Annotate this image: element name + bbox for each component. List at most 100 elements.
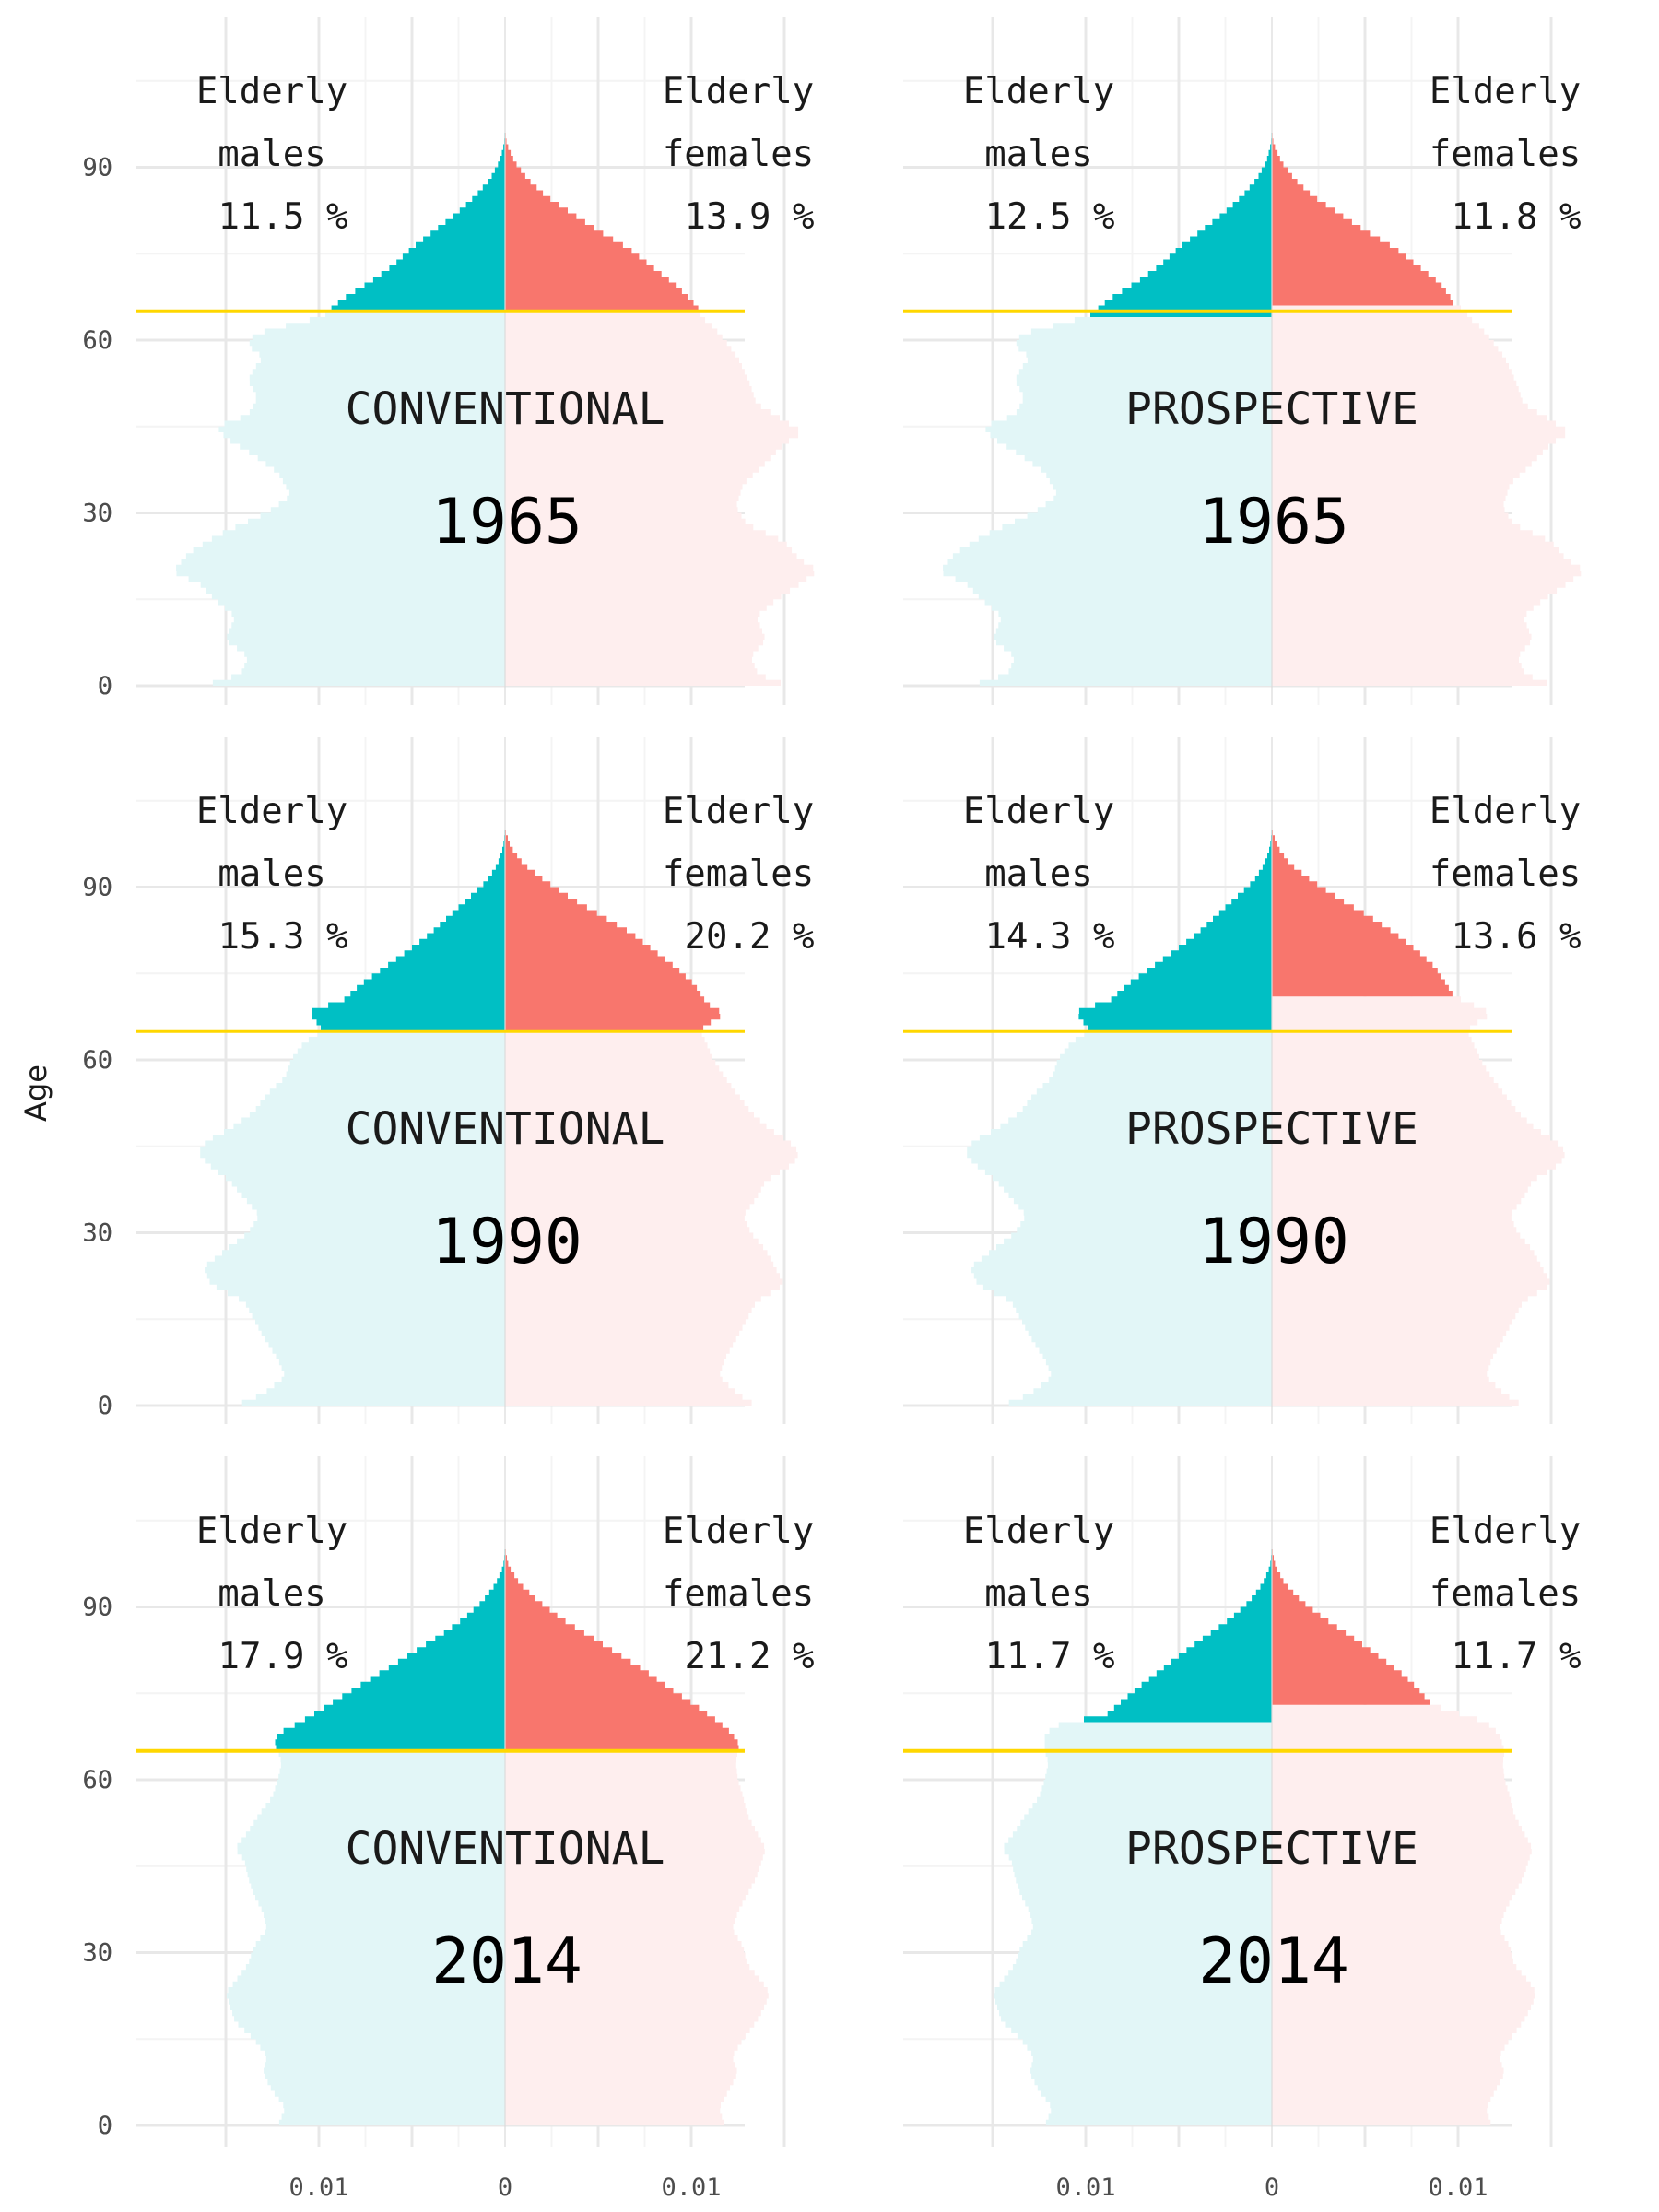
- elderly-males-heading: Elderly: [196, 71, 347, 112]
- elderly-males-heading: males: [984, 1573, 1092, 1615]
- y-tick-label: 0: [98, 1392, 112, 1420]
- elderly-females-heading: females: [1430, 853, 1581, 895]
- male-population-bars: [200, 1030, 505, 1406]
- female-population-bars: [505, 1030, 798, 1406]
- panel-prospective-2014: 0 30 60 90 Elderly males 11.7 % Elderly females 1…: [82, 1456, 1581, 2147]
- y-axis-label: Age: [18, 1065, 53, 1122]
- y-tick-label: 90: [82, 874, 112, 902]
- male-population-bars: [994, 1722, 1272, 2125]
- elderly-male-bars: [331, 87, 505, 312]
- year-label: 1965: [431, 486, 582, 559]
- x-tick-label: 0: [1265, 2173, 1279, 2202]
- elderly-males-heading: males: [218, 853, 325, 895]
- method-label: CONVENTIONAL: [346, 383, 665, 435]
- panel-conventional-1965: 0 30 60 90 Elderly males 11.5 % Elderly females 1…: [82, 17, 814, 705]
- method-label: PROSPECTIVE: [1125, 383, 1418, 435]
- y-tick-label: 60: [82, 326, 112, 355]
- y-tick-label: 90: [82, 154, 112, 182]
- panel-conventional-1990: 0 30 60 90 Elderly males 15.3 % Elderly females 2…: [82, 737, 814, 1424]
- elderly-females-heading: Elderly: [1430, 71, 1581, 112]
- elderly-males-heading: males: [218, 1573, 325, 1615]
- female-population-bars: [1272, 996, 1565, 1406]
- elderly-male-bars: [312, 783, 505, 1031]
- x-tick-label: 0.01: [1055, 2173, 1115, 2202]
- elderly-female-bars: [1272, 87, 1453, 306]
- elderly-males-heading: males: [218, 134, 325, 175]
- y-tick-label: 30: [82, 1219, 112, 1248]
- elderly-females-heading: females: [1430, 1573, 1581, 1615]
- elderly-males-percent: 11.7 %: [985, 1636, 1115, 1677]
- panel-grid: 0 30 60 90 Elderly males 11.5 % Elderly females 1…: [82, 17, 1581, 2202]
- elderly-males-percent: 17.9 %: [218, 1636, 348, 1677]
- female-population-bars: [1272, 305, 1582, 686]
- elderly-males-heading: Elderly: [963, 1511, 1114, 1552]
- method-label: PROSPECTIVE: [1125, 1103, 1418, 1155]
- method-label: CONVENTIONAL: [346, 1823, 665, 1875]
- elderly-males-heading: Elderly: [963, 71, 1114, 112]
- male-population-bars: [967, 1030, 1272, 1406]
- elderly-females-heading: Elderly: [663, 71, 814, 112]
- x-tick-label: 0.01: [661, 2173, 721, 2202]
- y-tick-label: 30: [82, 500, 112, 528]
- y-tick-label: 0: [98, 2112, 112, 2140]
- elderly-females-heading: females: [663, 134, 814, 175]
- elderly-females-percent: 13.6 %: [1452, 916, 1582, 958]
- year-label: 1965: [1198, 486, 1349, 559]
- elderly-females-heading: Elderly: [663, 1511, 814, 1552]
- y-tick-label: 60: [82, 326, 112, 355]
- y-tick-label: 0: [98, 672, 112, 700]
- elderly-females-heading: Elderly: [663, 791, 814, 832]
- y-tick-label: 0: [98, 672, 112, 700]
- elderly-female-bars: [1272, 783, 1453, 997]
- female-population-bars: [505, 1750, 769, 2125]
- x-tick-label: 0: [498, 2173, 512, 2202]
- male-population-bars: [943, 317, 1272, 686]
- panel-prospective-1990: 0 30 60 90 Elderly males 14.3 % Elderly females 1…: [82, 737, 1581, 1424]
- y-tick-label: 30: [82, 1219, 112, 1248]
- female-population-bars: [1272, 1704, 1535, 2125]
- elderly-males-percent: 11.5 %: [218, 196, 348, 238]
- y-tick-label: 30: [82, 500, 112, 528]
- y-tick-label: 60: [82, 1046, 112, 1075]
- elderly-males-heading: Elderly: [196, 1511, 347, 1552]
- y-tick-label: 60: [82, 1766, 112, 1794]
- elderly-females-heading: Elderly: [1430, 791, 1581, 832]
- year-label: 2014: [1198, 1925, 1349, 1998]
- elderly-male-bars: [1078, 783, 1272, 1031]
- elderly-female-bars: [1272, 1491, 1430, 1705]
- y-tick-label: 0: [98, 2112, 112, 2140]
- y-tick-label: 90: [82, 1594, 112, 1622]
- elderly-females-heading: Elderly: [1430, 1511, 1581, 1552]
- year-label: 2014: [431, 1925, 582, 1998]
- x-tick-label: 0.01: [1428, 2173, 1488, 2202]
- elderly-males-heading: Elderly: [196, 791, 347, 832]
- y-tick-label: 0: [98, 1392, 112, 1420]
- elderly-females-heading: females: [1430, 134, 1581, 175]
- elderly-females-percent: 11.7 %: [1452, 1636, 1582, 1677]
- year-label: 1990: [431, 1206, 582, 1278]
- elderly-female-bars: [505, 1491, 739, 1751]
- elderly-males-percent: 12.5 %: [985, 196, 1115, 238]
- panel-prospective-1965: 0 30 60 90 Elderly males 12.5 % Elderly females 1…: [82, 17, 1581, 705]
- y-tick-label: 30: [82, 1939, 112, 1968]
- elderly-female-bars: [505, 783, 721, 1031]
- male-population-bars: [227, 1750, 505, 2125]
- y-tick-label: 30: [82, 1939, 112, 1968]
- female-population-bars: [505, 311, 815, 686]
- elderly-females-percent: 20.2 %: [685, 916, 815, 958]
- elderly-females-percent: 21.2 %: [685, 1636, 815, 1677]
- year-label: 1990: [1198, 1206, 1349, 1278]
- y-tick-label: 90: [82, 1594, 112, 1622]
- elderly-females-percent: 11.8 %: [1452, 196, 1582, 238]
- y-tick-label: 90: [82, 154, 112, 182]
- elderly-males-heading: males: [984, 134, 1092, 175]
- method-label: CONVENTIONAL: [346, 1103, 665, 1155]
- elderly-male-bars: [275, 1491, 505, 1751]
- y-tick-label: 90: [82, 874, 112, 902]
- elderly-females-heading: females: [663, 853, 814, 895]
- x-tick-label: 0.01: [288, 2173, 348, 2202]
- elderly-male-bars: [1084, 1491, 1272, 1723]
- elderly-males-heading: males: [984, 853, 1092, 895]
- elderly-males-percent: 14.3 %: [985, 916, 1115, 958]
